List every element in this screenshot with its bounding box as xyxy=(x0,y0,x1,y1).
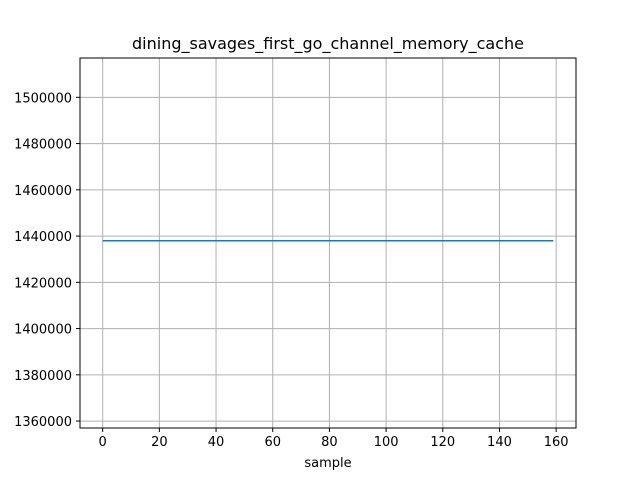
x-tick-label: 160 xyxy=(544,435,569,450)
y-tick-label: 1440000 xyxy=(14,230,72,245)
y-tick-label: 1380000 xyxy=(14,369,72,384)
x-tick-label: 140 xyxy=(487,435,512,450)
y-tick-label: 1500000 xyxy=(14,91,72,106)
chart-title: dining_savages_first_go_channel_memory_c… xyxy=(132,34,524,54)
x-axis: 0 20 40 60 80 100 120 140 160 xyxy=(99,428,569,450)
x-tick-label: 60 xyxy=(264,435,281,450)
y-tick-label: 1480000 xyxy=(14,138,72,153)
y-tick-label: 1460000 xyxy=(14,184,72,199)
y-tick-label: 1400000 xyxy=(14,323,72,338)
x-tick-label: 80 xyxy=(321,435,338,450)
x-tick-label: 100 xyxy=(374,435,399,450)
plot-frame xyxy=(79,57,577,429)
x-tick-label: 120 xyxy=(430,435,455,450)
y-axis: 1360000 1380000 1400000 1420000 1440000 14600… xyxy=(14,91,80,430)
x-tick-label: 40 xyxy=(208,435,225,450)
y-tick-label: 1360000 xyxy=(14,415,72,430)
x-axis-label: sample xyxy=(304,456,351,471)
y-tick-label: 1420000 xyxy=(14,276,72,291)
x-tick-label: 0 xyxy=(99,435,107,450)
grid xyxy=(80,58,576,428)
x-tick-label: 20 xyxy=(151,435,168,450)
